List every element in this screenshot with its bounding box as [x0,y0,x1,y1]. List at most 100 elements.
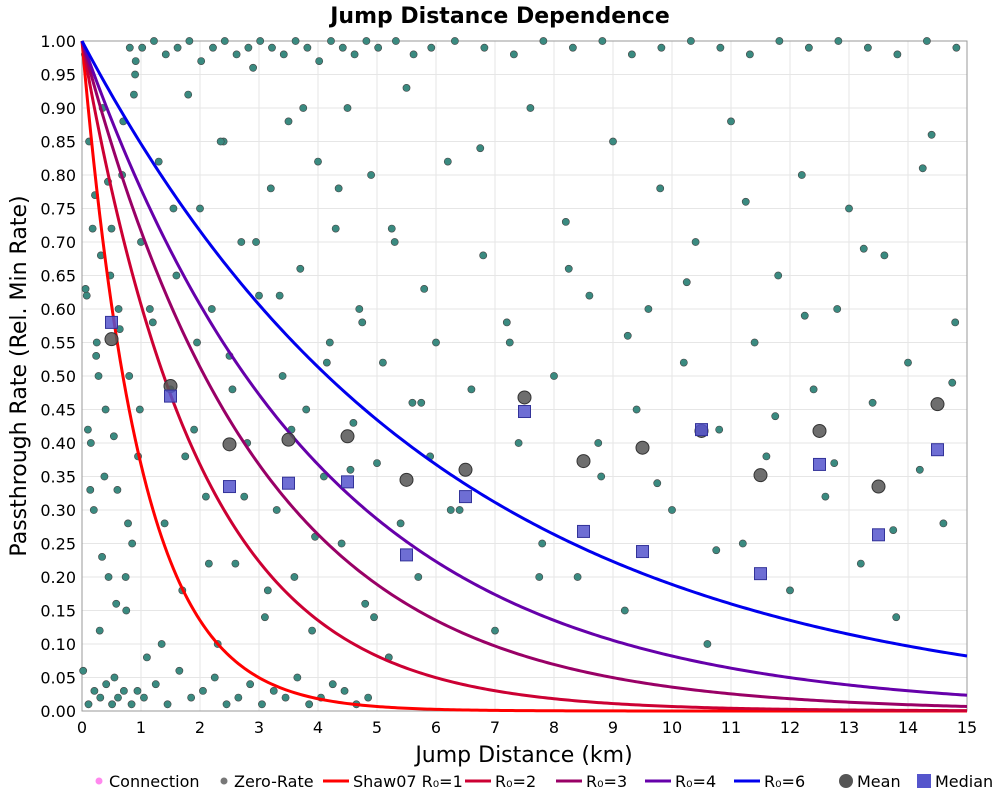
connection-point [833,305,842,313]
connection-point [110,673,119,682]
connection-point [834,37,843,45]
connection-point [568,43,577,52]
connection-point [222,700,231,709]
connection-point [479,251,488,260]
connection-point [771,412,780,421]
connection-point [112,599,121,608]
connection-point [691,238,700,246]
median-marker [282,476,295,490]
connection-point [786,586,794,595]
x-tick-label: 8 [549,718,559,737]
connection-point [94,372,103,380]
connection-point [220,37,229,45]
x-axis-label: Jump Distance (km) [413,743,632,768]
connection-point [216,137,225,146]
legend-label: Median [935,772,993,791]
median-marker [577,524,590,538]
connection-point [446,506,455,514]
y-tick-label: 0.40 [40,434,76,453]
connection-point [915,465,924,474]
connection-point [86,439,95,447]
x-tick-label: 11 [721,718,741,737]
connection-point [620,606,629,615]
y-tick-label: 0.50 [40,367,76,386]
connection-point [922,37,931,45]
connection-point [467,385,476,394]
mean-marker [458,462,473,477]
connection-point [716,43,725,52]
connection-point [370,613,378,622]
x-tick-label: 13 [839,718,859,737]
connection-point [95,626,104,635]
connection-point [249,63,257,72]
mean-marker [812,423,827,438]
connection-point [246,680,255,689]
connection-point [952,43,961,52]
connection-point [107,224,116,233]
connection-point [113,485,122,494]
connection-point [196,204,204,213]
connection-point [526,104,535,112]
connection-point [809,385,818,394]
connection-point [172,271,181,280]
connection-point [104,573,113,581]
connection-point [90,687,99,695]
connection-point [314,157,322,166]
median-marker [872,528,885,542]
connection-point [140,693,148,702]
connection-point [745,50,754,59]
y-tick-label: 0.65 [40,267,76,286]
connection-point [355,305,364,313]
connection-point [476,144,485,153]
x-tick-label: 5 [372,718,382,737]
connection-point [209,43,217,52]
connection-point [797,171,806,179]
connection-point [240,492,249,501]
legend-label: R₀=4 [675,772,716,791]
connection-point [305,700,314,709]
legend-label: Zero-Rate [234,772,314,791]
connection-point [299,104,308,112]
connection-point [101,405,110,414]
connection-point [124,519,132,528]
connection-point [275,291,284,300]
connection-point [278,372,287,380]
connection-point [279,50,288,59]
connection-point [175,666,184,675]
legend: Connection Zero-Rate Shaw07 R₀=1 R₀=2 R₀=3 R₀… [95,772,993,791]
x-axis-ticks: 0 1 2 3 4 5 6 7 8 9 10 11 12 13 14 15 [77,718,977,737]
connection-point [738,539,747,548]
connection-point [538,539,547,548]
connection-point [181,452,190,461]
median-marker [223,480,236,494]
connection-point [96,693,105,702]
connection-point [432,338,440,347]
connection-point [391,37,400,45]
connection-point [133,687,142,695]
connection-point [340,687,349,695]
model-curves [80,40,968,713]
connection-point [237,238,246,246]
y-tick-label: 0.35 [40,468,76,487]
connection-point [880,251,889,260]
connection-point [427,43,436,52]
connection-point [145,305,154,313]
legend-swatch [839,774,853,788]
connection-point [148,318,157,327]
mean-marker [930,397,945,412]
connection-point [125,372,134,380]
connection-point [361,599,370,608]
connection-point [197,57,206,65]
connection-point [830,459,839,467]
connection-point [319,472,328,481]
legend-label: R₀=3 [586,772,627,791]
connection-point [408,398,417,407]
connection-point [98,553,106,561]
curve-r-3 [80,40,968,708]
y-tick-label: 0.85 [40,133,76,152]
connection-point [868,398,877,407]
connection-point [387,224,396,233]
y-tick-label: 0.90 [40,99,76,118]
connection-point [82,291,91,300]
connection-point [290,573,299,581]
